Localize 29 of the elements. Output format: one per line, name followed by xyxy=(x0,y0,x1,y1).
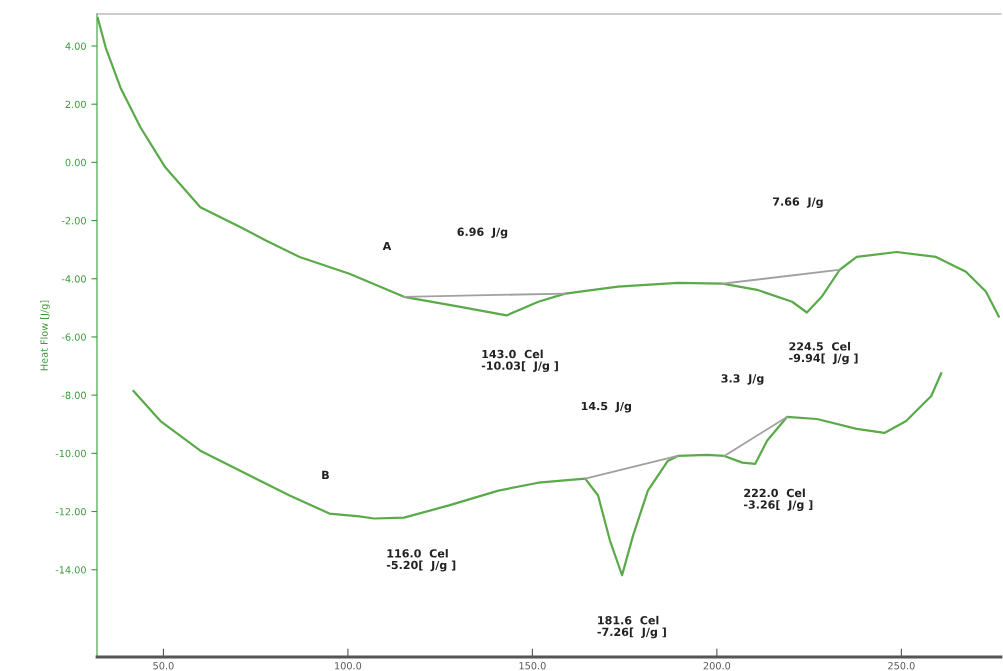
x-tick-label: 50.0 xyxy=(153,662,174,670)
y-tick-label: 0.00 xyxy=(65,158,86,167)
annotation: 224.5 Cel -9.94[ J/g ] xyxy=(789,341,858,365)
annotation: 181.6 Cel -7.26[ J/g ] xyxy=(597,615,666,639)
line-series xyxy=(97,16,1000,318)
y-tick-label: -4.00 xyxy=(61,275,86,283)
annotation: A xyxy=(382,241,392,251)
y-tick-label: -2.00 xyxy=(61,217,86,225)
x-tick-label: 200.0 xyxy=(703,662,731,670)
y-tick-label: -14.00 xyxy=(55,566,86,574)
y-tick-label: 2.00 xyxy=(65,100,86,109)
y-tick-label: -12.00 xyxy=(55,508,86,516)
x-tick-label: 250.0 xyxy=(888,662,915,670)
annotation: B xyxy=(322,470,329,479)
y-tick-label: 4.00 xyxy=(65,42,86,50)
annotation: 6.96 J/g xyxy=(457,227,508,239)
x-tick-label: 100.0 xyxy=(335,662,362,670)
annotation: 143.0 Cel -10.03[ J/g ] xyxy=(481,349,558,373)
x-tick-label: 150.0 xyxy=(519,662,546,670)
y-tick-label: -8.00 xyxy=(61,391,86,399)
y-axis-title: Heat Flow [J/g] xyxy=(40,300,50,371)
y-tick-label: -6.00 xyxy=(61,333,86,341)
line-series xyxy=(132,372,943,577)
annotation: 222.0 Cel -3.26[ J/g ] xyxy=(743,488,813,511)
annotation: 116.0 Cel -5.20[ J/g ] xyxy=(386,548,456,572)
y-tick-label: -10.00 xyxy=(55,449,86,458)
annotation: 7.66 J/g xyxy=(773,197,823,209)
annotation: 14.5 J/g xyxy=(581,401,631,413)
annotation: 3.3 J/g xyxy=(721,374,764,385)
